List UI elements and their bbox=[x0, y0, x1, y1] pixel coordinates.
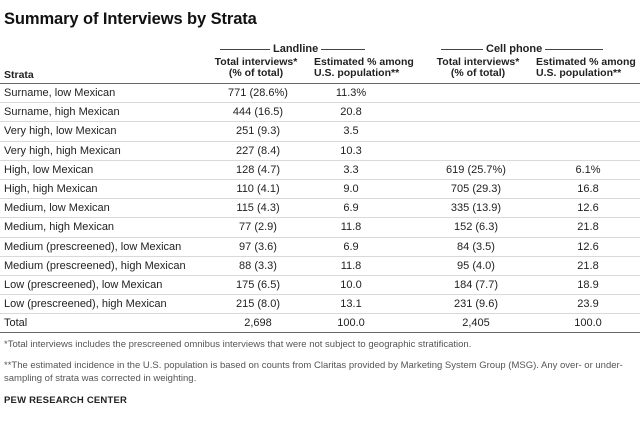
table-row: Low (prescreened), high Mexican 215 (8.0)… bbox=[0, 295, 640, 315]
landline-total-cell: 77 (2.9) bbox=[239, 221, 277, 234]
landline-estimate-cell: 11.3% bbox=[335, 87, 367, 99]
table-row: High, low Mexican 128 (4.7) 3.3 619 (25.7%)… bbox=[0, 161, 640, 180]
table-row: Medium, low Mexican 115 (4.3) 6.9 335 (13.9… bbox=[0, 199, 640, 219]
cell-estimate-cell: 100.0 bbox=[574, 317, 602, 330]
landline-estimate-cell: 10.0 bbox=[340, 278, 362, 291]
cell-estimate-cell: 16.8 bbox=[577, 182, 599, 195]
strata-column-header: Strata bbox=[4, 69, 34, 81]
cell-group-label: Cell phone bbox=[486, 43, 543, 55]
strata-cell: Very high, low Mexican bbox=[4, 125, 117, 138]
source-label: PEW RESEARCH CENTER bbox=[4, 395, 128, 406]
landline-estimate-header: Estimated % among U.S. population** bbox=[314, 56, 414, 79]
cell-estimate-cell: 21.8 bbox=[577, 259, 599, 272]
cell-total-header: Total interviews* (% of total) bbox=[436, 56, 520, 79]
strata-cell: Low (prescreened), high Mexican bbox=[4, 298, 167, 311]
strata-cell: High, high Mexican bbox=[4, 182, 98, 195]
footnote-total-interviews: *Total interviews includes the prescreen… bbox=[4, 339, 472, 350]
cell-estimate-cell: 12.6 bbox=[577, 202, 599, 215]
table-row: High, high Mexican 110 (4.1) 9.0 705 (29.3)… bbox=[0, 180, 640, 200]
landline-total-cell: 444 (16.5) bbox=[232, 106, 284, 119]
strata-cell: Medium, high Mexican bbox=[4, 221, 115, 234]
group-rule-left bbox=[441, 48, 483, 50]
landline-total-cell: 110 (4.1) bbox=[236, 182, 280, 195]
cell-group-header: Cell phone bbox=[441, 43, 617, 55]
landline-total-cell: 97 (3.6) bbox=[239, 240, 277, 253]
strata-cell: Medium, low Mexican bbox=[4, 202, 110, 215]
table-row: Low (prescreened), low Mexican 175 (6.5) 1… bbox=[0, 276, 640, 296]
strata-cell: Surname, high Mexican bbox=[4, 106, 120, 119]
landline-estimate-cell: 11.8 bbox=[340, 259, 362, 272]
landline-total-cell: 115 (4.3) bbox=[236, 202, 280, 215]
strata-cell: Very high, high Mexican bbox=[4, 144, 121, 157]
cell-estimate-cell: 12.6 bbox=[577, 240, 599, 253]
landline-total-cell: 88 (3.3) bbox=[239, 259, 277, 272]
landline-total-cell: 251 (9.3) bbox=[235, 125, 281, 138]
group-rule-right bbox=[545, 48, 604, 50]
cell-estimate-cell: 6.1% bbox=[575, 163, 601, 176]
strata-cell: Surname, low Mexican bbox=[4, 87, 116, 99]
landline-total-cell: 175 (6.5) bbox=[235, 278, 281, 291]
landline-estimate-cell: 6.9 bbox=[343, 202, 359, 215]
cell-total-cell: 184 (7.7) bbox=[453, 278, 499, 291]
strata-cell: Medium (prescreened), high Mexican bbox=[4, 259, 186, 272]
landline-total-header: Total interviews* (% of total) bbox=[214, 56, 298, 79]
landline-estimate-cell: 3.3 bbox=[343, 163, 359, 176]
cell-total-cell: 705 (29.3) bbox=[450, 182, 502, 195]
landline-total-cell: 128 (4.7) bbox=[235, 163, 281, 176]
cell-estimate-header: Estimated % among U.S. population** bbox=[536, 56, 636, 79]
cell-estimate-cell: 18.9 bbox=[577, 278, 599, 291]
landline-total-cell: 771 (28.6%) bbox=[228, 87, 288, 99]
strata-cell: Low (prescreened), low Mexican bbox=[4, 278, 163, 291]
cell-total-cell: 335 (13.9) bbox=[450, 202, 502, 215]
cell-total-cell: 619 (25.7%) bbox=[446, 163, 506, 176]
strata-cell: High, low Mexican bbox=[4, 163, 94, 176]
landline-estimate-cell: 11.8 bbox=[340, 221, 362, 234]
table-row: Total 2,698 100.0 2,405 100.0 bbox=[0, 314, 640, 334]
table-row: Medium, high Mexican 77 (2.9) 11.8 152 (6.3… bbox=[0, 218, 640, 238]
cell-estimate-cell: 23.9 bbox=[577, 298, 599, 311]
landline-estimate-cell: 13.1 bbox=[340, 298, 362, 311]
cell-total-cell: 231 (9.6) bbox=[453, 298, 499, 311]
footnote-estimated-incidence: **The estimated incidence in the U.S. po… bbox=[4, 360, 623, 384]
landline-group-header: Landline bbox=[220, 43, 378, 55]
landline-estimate-cell: 100.0 bbox=[337, 317, 365, 330]
cell-total-cell: 95 (4.0) bbox=[457, 259, 495, 272]
table-row: Medium (prescreened), high Mexican 88 (3.… bbox=[0, 257, 640, 276]
cell-estimate-cell: 21.8 bbox=[577, 221, 599, 234]
landline-group-label: Landline bbox=[273, 43, 319, 55]
table-row: Medium (prescreened), low Mexican 97 (3.6… bbox=[0, 238, 640, 257]
header-divider bbox=[0, 83, 640, 84]
strata-cell: Medium (prescreened), low Mexican bbox=[4, 240, 182, 253]
group-rule-right bbox=[321, 48, 366, 50]
group-rule-left bbox=[220, 48, 270, 50]
landline-estimate-cell: 10.3 bbox=[340, 144, 362, 157]
landline-total-cell: 227 (8.4) bbox=[235, 144, 281, 157]
table-row: Very high, high Mexican 227 (8.4) 10.3 bbox=[0, 142, 640, 161]
table-row: Surname, high Mexican 444 (16.5) 20.8 bbox=[0, 103, 640, 123]
landline-estimate-cell: 3.5 bbox=[343, 125, 359, 138]
table-title: Summary of Interviews by Strata bbox=[4, 10, 257, 28]
table-row: Surname, low Mexican 771 (28.6%) 11.3% bbox=[0, 84, 640, 104]
table-body: Surname, low Mexican 771 (28.6%) 11.3% Surn… bbox=[0, 84, 640, 334]
cell-total-cell: 84 (3.5) bbox=[457, 240, 495, 253]
landline-total-cell: 215 (8.0) bbox=[235, 298, 281, 311]
table-row: Very high, low Mexican 251 (9.3) 3.5 bbox=[0, 122, 640, 142]
landline-estimate-cell: 6.9 bbox=[343, 240, 359, 253]
cell-total-cell: 2,405 bbox=[462, 317, 490, 330]
cell-total-cell: 152 (6.3) bbox=[453, 221, 499, 234]
landline-estimate-cell: 9.0 bbox=[343, 182, 359, 195]
landline-estimate-cell: 20.8 bbox=[340, 106, 362, 119]
landline-total-cell: 2,698 bbox=[244, 317, 272, 330]
strata-cell: Total bbox=[4, 317, 28, 330]
